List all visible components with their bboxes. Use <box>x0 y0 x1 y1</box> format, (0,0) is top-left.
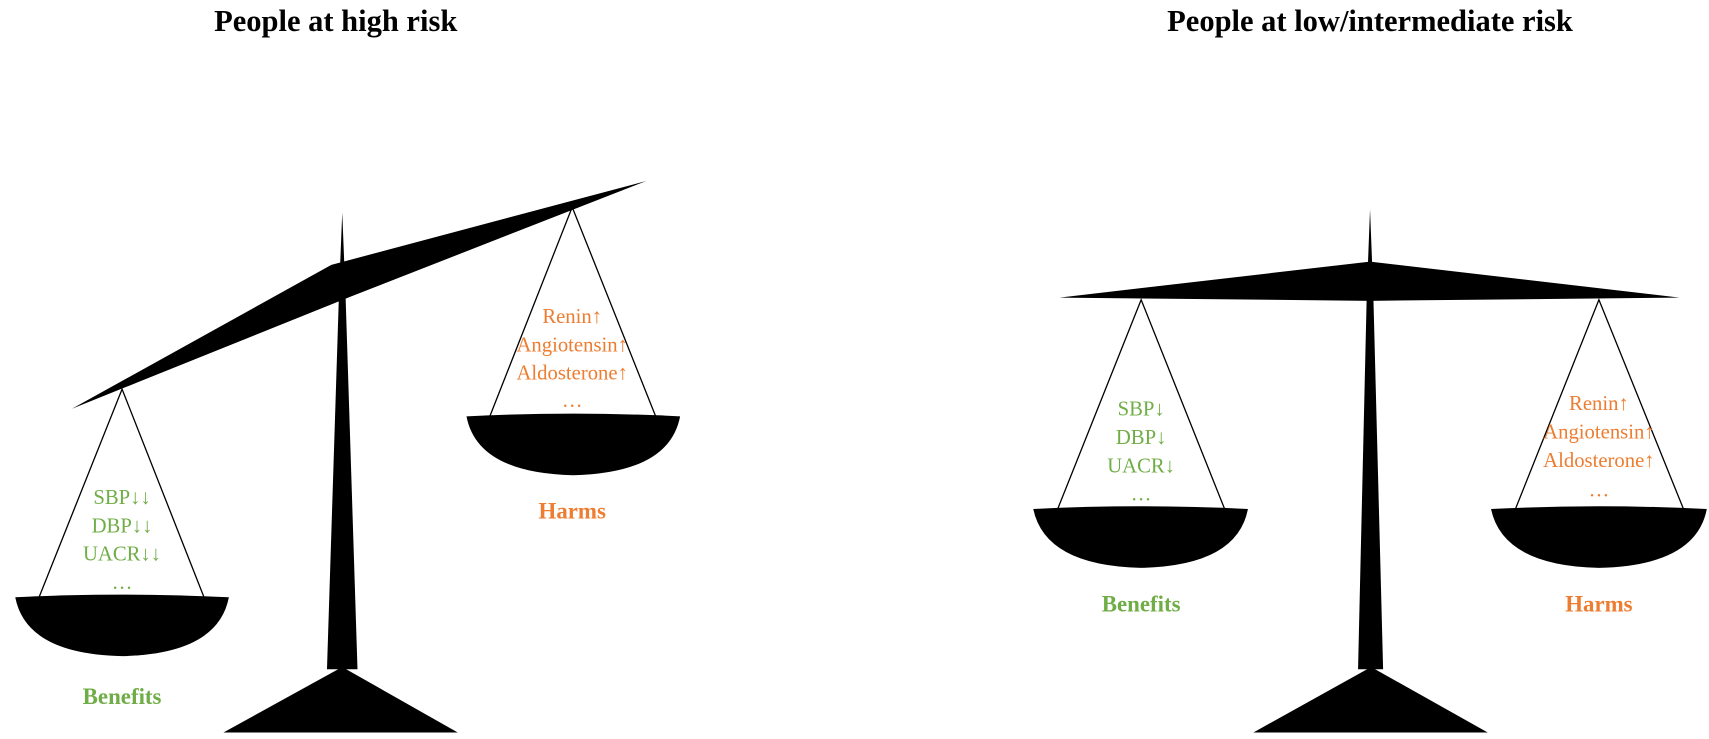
scale-base <box>223 667 458 733</box>
pan-item: … <box>1589 479 1610 501</box>
pan-item: UACR↓↓ <box>83 544 161 566</box>
pan-item: … <box>1131 484 1152 506</box>
pan <box>466 413 681 476</box>
pan-item: … <box>562 390 583 412</box>
pan-item: Renin↑ <box>1569 393 1629 415</box>
pan-item: SBP↓↓ <box>93 487 151 509</box>
scale-base <box>1253 667 1488 733</box>
pan-item: Angiotensin↑ <box>516 334 627 356</box>
pan-item: … <box>112 572 133 594</box>
scale-high-risk: People at high risk SBP↓↓ DBP↓↓ UACR↓↓ …… <box>15 4 681 733</box>
pan-item: UACR↓ <box>1107 455 1175 477</box>
pan-string <box>37 387 206 600</box>
pan-string <box>1514 297 1685 511</box>
pan-string <box>1056 297 1226 511</box>
pan-string <box>488 205 657 418</box>
pan-item: SBP↓ <box>1118 399 1165 421</box>
pan-item: Aldosterone↑ <box>1543 450 1654 472</box>
pan-item: DBP↓↓ <box>92 515 153 537</box>
pan-label: Benefits <box>83 684 162 709</box>
pan <box>1491 506 1707 568</box>
scale-beam <box>1059 261 1680 301</box>
scale-post <box>326 212 358 670</box>
panel-title: People at high risk <box>214 4 457 38</box>
scale-low-risk: People at low/intermediate risk SBP↓ DBP… <box>1033 4 1707 733</box>
panel-title: People at low/intermediate risk <box>1167 4 1573 38</box>
pan-item: DBP↓ <box>1116 427 1167 449</box>
pan <box>1033 506 1248 568</box>
pan-label: Harms <box>1565 591 1632 616</box>
pan-label: Benefits <box>1102 591 1181 616</box>
pan-label: Harms <box>539 499 606 524</box>
pan <box>15 594 229 657</box>
scale-post <box>1358 209 1384 670</box>
pan-item: Renin↑ <box>542 306 602 328</box>
pan-item: Aldosterone↑ <box>516 363 627 385</box>
pan-item: Angiotensin↑ <box>1543 422 1654 444</box>
